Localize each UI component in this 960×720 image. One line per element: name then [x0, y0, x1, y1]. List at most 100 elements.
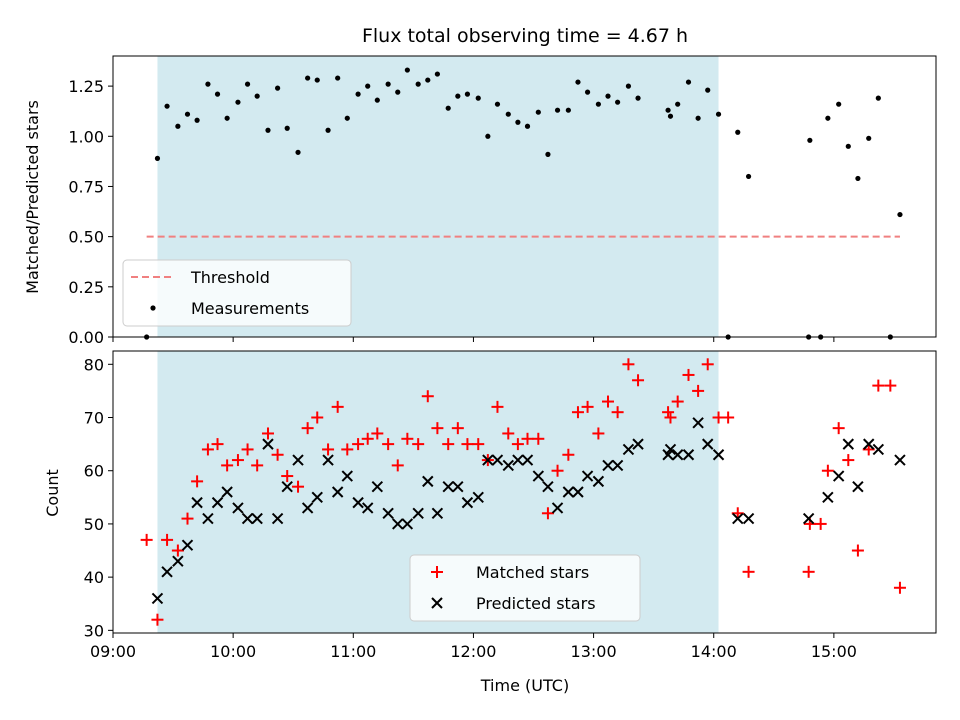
matched-star-point: [842, 454, 855, 467]
matched-star-point: [521, 432, 534, 445]
matched-star-point: [261, 427, 274, 440]
matched-star-point: [251, 459, 264, 472]
matched-star-point: [664, 411, 677, 424]
matched-star-point: [221, 459, 234, 472]
measurement-point: [205, 81, 211, 87]
bottom-legend: Matched stars Predicted stars: [409, 554, 641, 622]
measurement-point: [515, 119, 521, 125]
legend-matched-label: Matched stars: [476, 563, 589, 582]
matched-star-point: [181, 512, 194, 525]
matched-star-point: [602, 395, 615, 408]
measurement-point: [265, 127, 271, 133]
matched-star-point: [382, 438, 395, 451]
predicted-star-point: [551, 502, 564, 514]
predicted-star-point: [702, 438, 714, 450]
predicted-star-point: [161, 566, 173, 578]
measurement-point: [284, 125, 290, 131]
measurement-point: [485, 133, 491, 139]
predicted-star-point: [262, 438, 274, 450]
measurement-point: [314, 77, 320, 83]
predicted-star-point: [301, 502, 314, 514]
top-panel: 0.00 0.25 0.50 0.75 1.00 1.25 Flux total obse…: [23, 25, 937, 347]
measurement-point: [524, 123, 531, 129]
matched-star-point: [692, 384, 705, 397]
measurement-point: [404, 67, 410, 73]
predicted-star-point: [322, 454, 334, 466]
matched-star-point: [701, 358, 714, 371]
bottom-data-points: [140, 358, 906, 626]
predicted-star-point: [842, 438, 855, 450]
predicted-star-point: [611, 459, 624, 472]
measurement-point: [866, 135, 872, 141]
predicted-star-point: [271, 512, 284, 525]
legend-measurements-swatch: [150, 305, 156, 311]
predicted-star-point: [431, 507, 444, 519]
matched-star-point: [391, 459, 404, 472]
top-axes-frame: [112, 55, 937, 338]
matched-star-point: [322, 443, 335, 456]
matched-star-point: [241, 443, 254, 456]
measurement-point: [445, 105, 451, 111]
measurement-point: [464, 91, 471, 97]
matched-star-point: [211, 438, 224, 451]
bottom-x-tick-label: 11:00: [330, 642, 376, 661]
predicted-star-point: [671, 449, 684, 461]
measurement-point: [325, 127, 331, 133]
matched-star-point: [161, 533, 174, 546]
measurement-point: [374, 97, 380, 103]
predicted-star-point: [362, 502, 374, 514]
measurement-point: [575, 79, 581, 85]
legend-predicted-label: Predicted stars: [476, 594, 596, 613]
matched-star-point: [442, 438, 455, 451]
matched-star-point: [271, 448, 284, 461]
predicted-star-point: [572, 486, 584, 498]
measurement-point: [355, 91, 361, 97]
top-y-ticks: 0.00 0.25 0.50 0.75 1.00 1.25: [68, 77, 113, 347]
measurement-point: [335, 75, 341, 81]
bottom-x-tick-label: 14:00: [691, 642, 737, 661]
measurement-point: [214, 91, 221, 97]
predicted-star-point: [542, 480, 554, 493]
predicted-star-point: [181, 539, 194, 551]
predicted-star-point: [602, 459, 614, 472]
top-y-tick-label: 0.00: [68, 328, 104, 347]
matched-star-point: [171, 544, 184, 557]
measurement-point: [344, 115, 350, 121]
matched-star-point: [872, 379, 885, 392]
measurement-point: [665, 107, 671, 113]
measurement-point: [875, 95, 881, 101]
measurement-point: [494, 101, 501, 107]
measurement-point: [667, 113, 674, 119]
bottom-x-tick-label: 09:00: [90, 642, 136, 661]
matched-star-point: [412, 438, 425, 451]
measurement-point: [584, 89, 591, 95]
predicted-star-point: [532, 470, 545, 482]
predicted-star-point: [502, 459, 514, 472]
predicted-star-point: [712, 449, 725, 461]
matched-star-point: [671, 395, 684, 408]
top-y-tick-label: 1.00: [68, 127, 104, 146]
predicted-star-point: [211, 496, 224, 509]
matched-star-point: [511, 438, 524, 451]
bottom-legend-box: [409, 554, 641, 622]
measurement-point: [254, 93, 260, 99]
bottom-y-tick-label: 50: [84, 515, 104, 534]
matched-star-point: [371, 427, 384, 440]
matched-star-point: [231, 454, 244, 467]
matched-star-point: [611, 406, 624, 419]
predicted-star-point: [894, 454, 906, 466]
top-y-tick-label: 0.25: [68, 278, 104, 297]
legend-predicted-swatch: [431, 597, 443, 609]
top-y-axis-label: Matched/Predicted stars: [23, 100, 42, 294]
measurement-point: [235, 99, 241, 105]
matched-star-point: [851, 544, 864, 557]
bottom-y-tick-label: 30: [84, 621, 104, 640]
matched-star-point: [832, 422, 845, 435]
predicted-star-point: [331, 486, 344, 498]
top-x-ticks: [112, 337, 835, 342]
predicted-star-point: [622, 443, 635, 456]
predicted-star-point: [251, 512, 263, 525]
measurement-point: [535, 109, 541, 115]
predicted-star-point: [592, 475, 605, 488]
